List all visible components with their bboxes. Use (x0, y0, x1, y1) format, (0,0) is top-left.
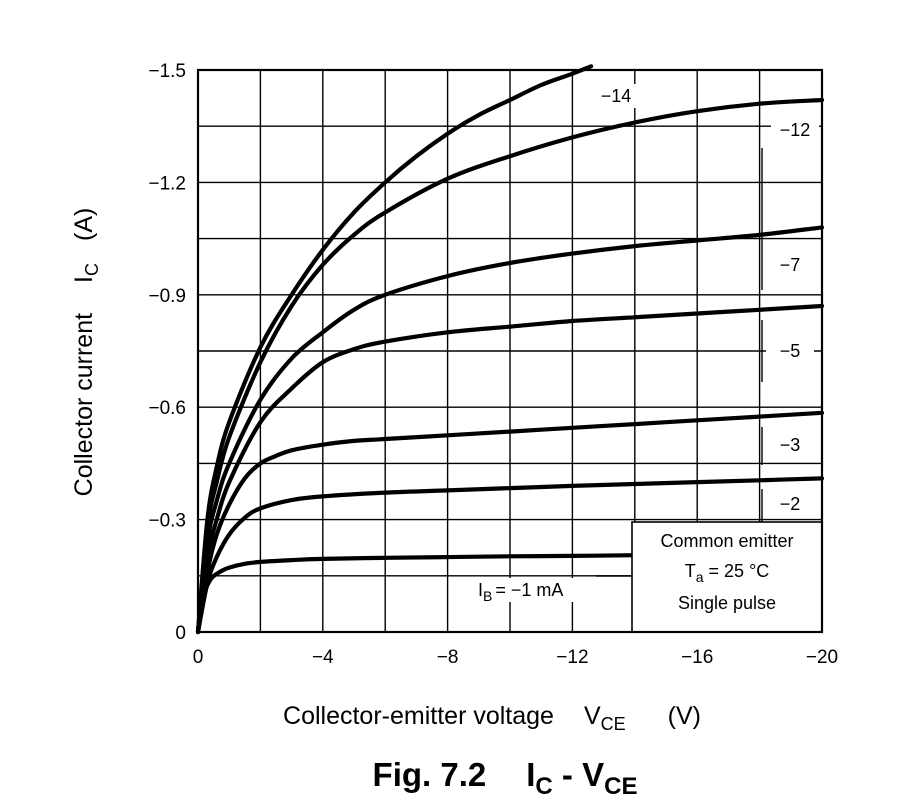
legend-line-2-symbol: T (685, 561, 696, 581)
legend-box (631, 521, 823, 633)
caption-figure-number: Fig. 7.2 (373, 756, 487, 793)
x-axis-title: Collector-emitter voltage VCE (V) (283, 702, 701, 734)
curve-series-6 (195, 64, 594, 635)
curve-label-background (766, 253, 814, 277)
y-tick-label: −0.3 (148, 511, 186, 532)
curve-label: −2 (780, 494, 801, 514)
y-tick-label: 0 (175, 623, 186, 644)
x-axis-title-subscript: CE (601, 714, 626, 734)
curve-label: −12 (780, 120, 811, 140)
caption-y-subscript: C (535, 773, 552, 796)
caption-y-symbol: I (526, 756, 535, 793)
tick-labels: 0 −4 −8 −12 −16 −20 0 −0.3 −0.6 −0.9 −1.2 −1.5 (148, 61, 838, 668)
y-tick-label: −0.6 (148, 398, 186, 419)
x-axis-title-unit: (V) (668, 702, 701, 730)
curve-series-0 (195, 553, 637, 635)
caption-x-subscript: CE (604, 773, 637, 796)
curve-label-background (766, 339, 814, 363)
x-axis-title-symbol: V (584, 702, 601, 730)
curve-label-subscript: B (483, 588, 492, 604)
curve-label: −7 (780, 255, 801, 275)
curve-label: −14 (601, 86, 632, 106)
y-axis-title-text: Collector current (70, 313, 98, 496)
curve-label-background (474, 578, 596, 602)
caption-separator: - (553, 756, 582, 793)
y-axis-title-symbol: I (70, 276, 98, 283)
curve-label-background (766, 492, 814, 516)
curve-label: −5 (780, 341, 801, 361)
legend-line-2-subscript: a (696, 569, 704, 585)
curve-label-symbol: I (478, 580, 483, 600)
curve-label: IB = −1 mA (478, 580, 563, 604)
legend-line-3: Single pulse (678, 593, 776, 613)
x-tick-label: −12 (556, 647, 588, 668)
figure-caption: Fig. 7.2 IC - VCE (373, 756, 638, 796)
curve-label-background (771, 118, 819, 142)
y-axis-title-unit: (A) (70, 208, 98, 241)
curve-series-3 (195, 303, 825, 635)
legend-line-1: Common emitter (660, 531, 793, 551)
curve-label: −3 (780, 435, 801, 455)
curve-series-2 (195, 410, 825, 635)
legend-line-2-value: = 25 °C (704, 561, 770, 581)
y-axis-title-subscript: C (82, 263, 102, 276)
y-tick-label: −1.2 (148, 173, 186, 194)
caption-x-symbol: V (582, 756, 604, 793)
x-tick-label: 0 (193, 647, 204, 668)
x-axis-title-text: Collector-emitter voltage (283, 702, 554, 730)
legend-line-2: Ta = 25 °C (685, 561, 770, 585)
curve-label-background (766, 433, 814, 457)
grid (198, 70, 822, 632)
x-tick-label: −16 (681, 647, 713, 668)
curve-label-background (592, 84, 640, 108)
curve-label-value: = −1 mA (495, 580, 563, 600)
plot-frame (196, 68, 824, 634)
x-tick-label: −20 (806, 647, 838, 668)
legend: Common emitter Ta = 25 °C Single pulse (631, 521, 823, 633)
y-tick-label: −1.5 (148, 61, 186, 82)
curve-series-1 (195, 476, 825, 635)
curve-series-5 (195, 97, 825, 635)
x-tick-label: −8 (437, 647, 459, 668)
y-tick-label: −0.9 (148, 286, 186, 307)
curve-labels: IB = −1 mA −2 −3 −5 −7 −12 −14 (474, 84, 819, 604)
curve-series-4 (195, 225, 825, 635)
curves (195, 64, 825, 635)
x-tick-label: −4 (312, 647, 334, 668)
y-axis-title: Collector current IC (A) (70, 208, 102, 497)
